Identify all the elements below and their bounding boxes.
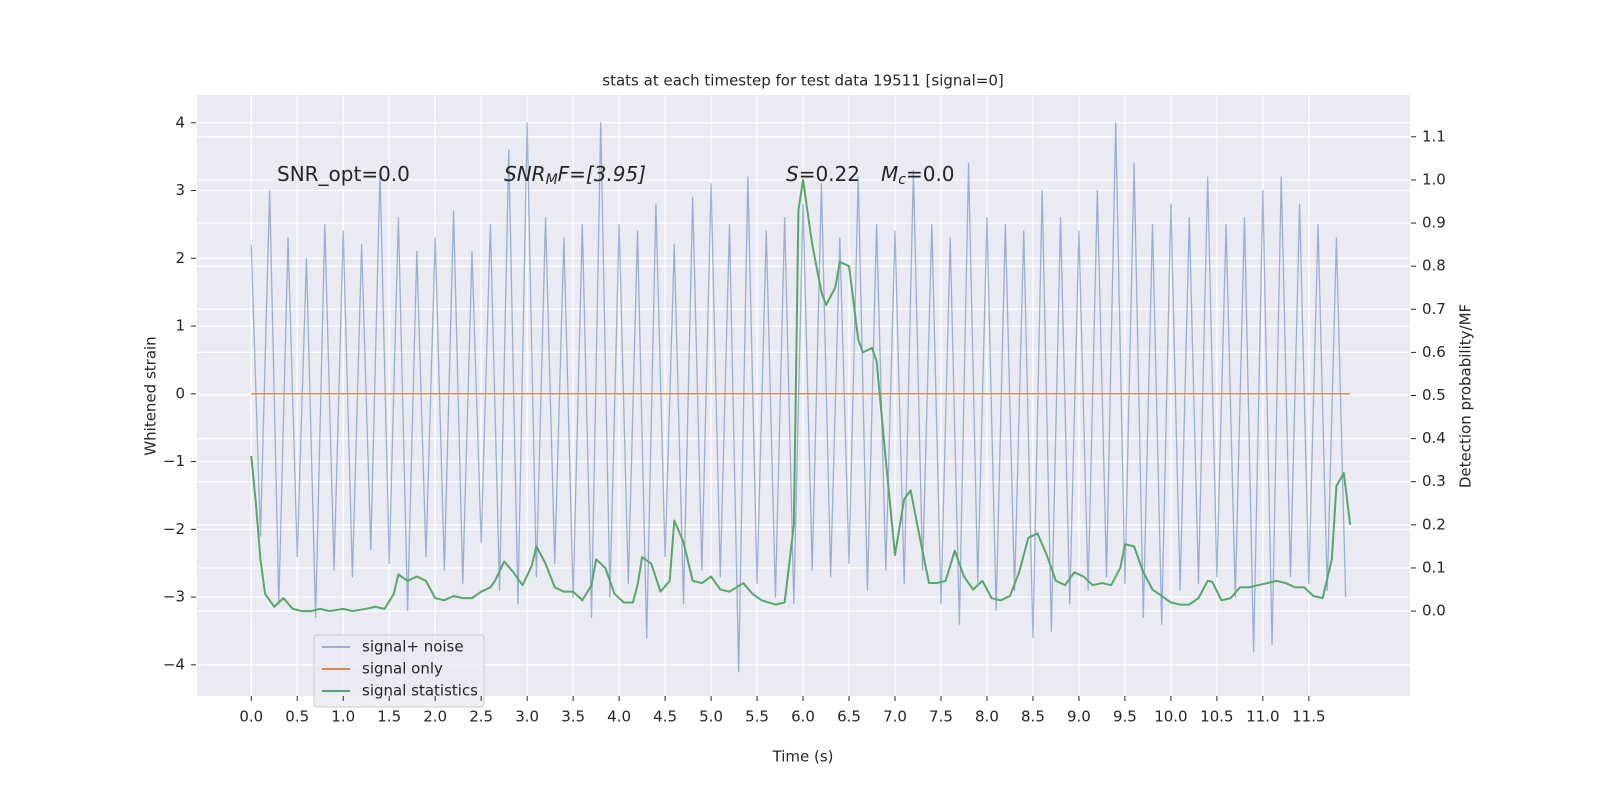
series-line	[250, 178, 1352, 613]
annotation-text: c	[898, 172, 906, 188]
x-tick-label: 5.5	[745, 708, 769, 726]
annotation-text: SNR	[504, 162, 546, 186]
x-tick-label: 3.0	[515, 708, 539, 726]
x-tick-label: 1.0	[331, 708, 355, 726]
annotation-text: F=[3.95]	[558, 162, 646, 186]
annotation: SNR_opt=0.0	[277, 162, 410, 186]
y2-tick-label: 0.7	[1422, 300, 1446, 318]
y-tick-label: −3	[163, 588, 185, 606]
annotation-text: M	[881, 162, 898, 186]
y-tick-label: 0	[175, 384, 185, 402]
x-tick-label: 3.5	[561, 708, 585, 726]
y2-tick-label: 0.0	[1422, 602, 1446, 620]
legend-label: signal statistics	[362, 682, 478, 700]
y2-tick-label: 0.3	[1422, 472, 1446, 490]
x-tick-label: 4.5	[653, 708, 677, 726]
series-line	[250, 122, 1347, 673]
y-tick-label: 4	[175, 113, 185, 131]
annotation-text: M	[546, 172, 558, 188]
legend: signal+ noise signal only signal statistic…	[313, 634, 485, 708]
y2-tick-label: 0.2	[1422, 515, 1446, 533]
x-tick-label: 1.5	[377, 708, 401, 726]
x-tick-label: 9.5	[1113, 708, 1137, 726]
x-tick-label: 11.0	[1246, 708, 1279, 726]
x-tick-label: 4.0	[607, 708, 631, 726]
y-tick-label: −1	[163, 452, 185, 470]
annotation-text: S	[786, 162, 799, 186]
x-tick-label: 0.0	[239, 708, 263, 726]
x-tick-label: 2.5	[469, 708, 493, 726]
x-tick-label: 5.0	[699, 708, 723, 726]
annotation-text: SNR_opt=0.0	[277, 162, 410, 186]
y-axis-label: Whitened strain	[142, 336, 160, 455]
y2-tick-label: 1.1	[1422, 127, 1446, 145]
y-tick-label: 3	[175, 181, 185, 199]
legend-label: signal only	[362, 660, 443, 678]
legend-label: signal+ noise	[362, 638, 464, 656]
x-tick-label: 7.5	[929, 708, 953, 726]
x-tick-label: 9.0	[1067, 708, 1091, 726]
x-tick-label: 7.0	[883, 708, 907, 726]
y-tick-label: 2	[175, 249, 185, 267]
y2-tick-label: 0.9	[1422, 214, 1446, 232]
x-tick-label: 8.5	[1021, 708, 1045, 726]
x-tick-label: 10.0	[1154, 708, 1187, 726]
x-tick-label: 2.0	[423, 708, 447, 726]
y2-tick-label: 0.4	[1422, 429, 1446, 447]
annotation: S=0.22	[786, 162, 860, 186]
legend-box	[313, 634, 485, 708]
y2-tick-label: 0.8	[1422, 257, 1446, 275]
chart-title: stats at each timestep for test data 195…	[602, 72, 1003, 90]
y2-tick-label: 0.1	[1422, 558, 1446, 576]
annotation-text: =0.22	[799, 162, 860, 186]
y2-axis-label: Detection probability/MF	[1457, 304, 1475, 488]
x-tick-label: 6.5	[837, 708, 861, 726]
x-tick-label: 0.5	[285, 708, 309, 726]
x-tick-label: 11.5	[1292, 708, 1325, 726]
marks	[250, 122, 1352, 673]
y2-tick-label: 1.0	[1422, 170, 1446, 188]
annotation: SNRMF=[3.95]	[504, 162, 646, 189]
annotation-text: =0.0	[906, 162, 955, 186]
x-tick-label: 10.5	[1200, 708, 1233, 726]
y2-tick-label: 0.5	[1422, 386, 1446, 404]
x-tick-label: 6.0	[791, 708, 815, 726]
y-tick-label: −4	[163, 655, 185, 673]
annotation: Mc=0.0	[881, 162, 955, 189]
y2-tick-label: 0.6	[1422, 343, 1446, 361]
y-tick-label: −2	[163, 520, 185, 538]
x-axis-label: Time (s)	[772, 748, 834, 766]
y-tick-label: 1	[175, 317, 185, 335]
x-tick-label: 8.0	[975, 708, 999, 726]
